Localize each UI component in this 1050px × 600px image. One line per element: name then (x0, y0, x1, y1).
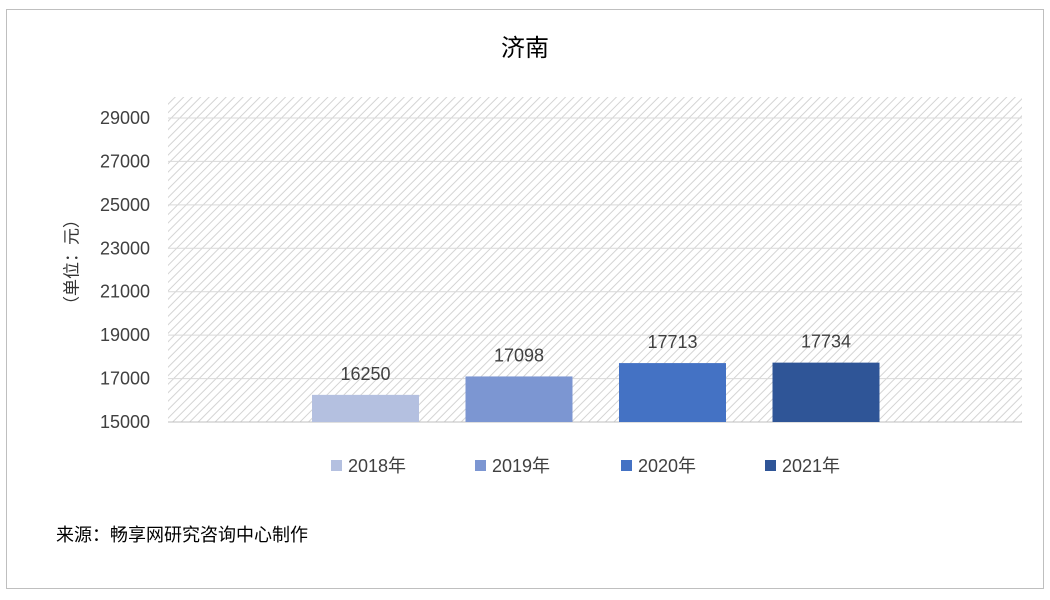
gridlines (168, 117, 1022, 423)
legend-label: 2018年 (348, 456, 407, 476)
legend-swatch (475, 459, 486, 471)
bars (312, 362, 880, 422)
legend-label: 2019年 (492, 456, 551, 476)
source-note: 来源：畅享网研究咨询中心制作 (56, 525, 308, 546)
chart-title: 济南 (501, 34, 549, 62)
y-axis-ticks: 15000 17000 19000 21000 23000 25000 27000 29000 (100, 108, 150, 432)
legend-swatch (765, 459, 776, 471)
legend: 2018年 2019年 2020年 2021年 (0, 452, 1050, 478)
legend-item-1: 2018年 (331, 452, 406, 478)
data-label-4: 17734 (801, 332, 851, 352)
bar-3 (619, 363, 726, 422)
y-tick-label: 17000 (100, 369, 150, 389)
legend-label: 2020年 (638, 456, 697, 476)
bar-4 (772, 362, 880, 422)
legend-label: 2021年 (782, 456, 841, 476)
data-labels: 16250 17098 17713 17734 (340, 332, 851, 384)
legend-item-4: 2021年 (765, 452, 840, 478)
data-label-2: 17098 (494, 345, 544, 365)
bar-2 (465, 376, 573, 422)
legend-item-3: 2020年 (621, 452, 696, 478)
y-tick-label: 27000 (100, 151, 150, 171)
y-tick-label: 29000 (100, 108, 150, 128)
y-tick-label: 15000 (100, 412, 150, 432)
data-label-1: 16250 (340, 364, 390, 384)
bar-1 (312, 394, 419, 422)
y-tick-label: 25000 (100, 195, 150, 215)
data-label-3: 17713 (647, 332, 697, 352)
legend-swatch (621, 459, 632, 471)
y-tick-label: 19000 (100, 325, 150, 345)
y-tick-label: 21000 (100, 282, 150, 302)
legend-swatch (331, 459, 342, 471)
y-tick-label: 23000 (100, 238, 150, 258)
legend-item-2: 2019年 (475, 452, 550, 478)
plot-area (168, 97, 1022, 422)
